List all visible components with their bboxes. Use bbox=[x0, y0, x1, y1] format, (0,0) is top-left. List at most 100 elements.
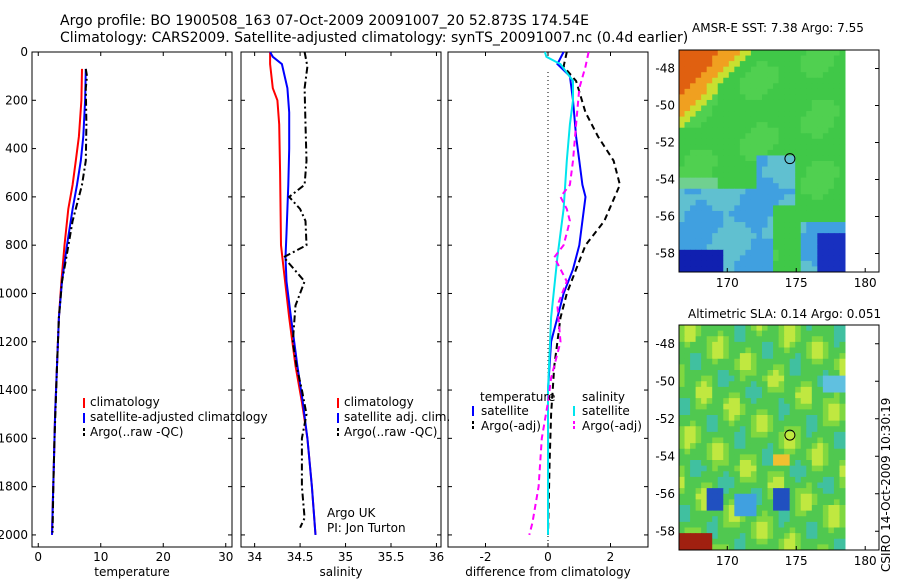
map-cell bbox=[739, 386, 746, 394]
map-cell bbox=[784, 244, 791, 251]
map-cell bbox=[778, 336, 785, 343]
map-cell bbox=[723, 381, 730, 388]
map-cell bbox=[800, 341, 807, 349]
temperature-plot: 0 10 20 30020040060080010001200140016001800… bbox=[0, 45, 233, 579]
map-cell bbox=[750, 205, 757, 212]
map-cell bbox=[734, 510, 741, 517]
map-cell bbox=[695, 465, 702, 472]
map-cell bbox=[839, 199, 846, 206]
map-cell bbox=[806, 244, 813, 251]
map-cell bbox=[701, 88, 708, 95]
map-cell bbox=[795, 325, 802, 332]
map-cell bbox=[800, 255, 807, 262]
map-cell bbox=[767, 426, 774, 433]
map-cell bbox=[800, 210, 807, 217]
map-cell bbox=[723, 177, 730, 184]
map-cell bbox=[684, 420, 691, 427]
map-cell bbox=[795, 133, 802, 140]
legend-group-temperature: temperature bbox=[480, 390, 555, 404]
map-cell bbox=[822, 177, 829, 184]
map-cell bbox=[745, 249, 752, 256]
map-cell bbox=[695, 460, 702, 467]
map-cell bbox=[750, 99, 757, 106]
map-cell bbox=[773, 210, 780, 217]
map-cell bbox=[778, 431, 785, 439]
map-cell bbox=[684, 381, 691, 388]
map-cell bbox=[811, 505, 818, 512]
map-cell bbox=[684, 194, 691, 201]
map-cell bbox=[717, 255, 724, 262]
map-cell bbox=[773, 127, 780, 134]
map-cell bbox=[723, 386, 730, 394]
map-cell bbox=[695, 238, 702, 245]
map-cell bbox=[795, 386, 802, 394]
map-cell bbox=[723, 55, 730, 62]
map-cell bbox=[690, 516, 697, 523]
map-cell bbox=[784, 499, 791, 506]
map-cell bbox=[745, 83, 752, 90]
map-cell bbox=[706, 55, 713, 62]
map-cell bbox=[717, 465, 724, 472]
map-cell bbox=[795, 166, 802, 173]
map-cell bbox=[734, 266, 741, 273]
map-cell bbox=[811, 138, 818, 145]
map-cell bbox=[795, 149, 802, 156]
map-cell bbox=[679, 244, 686, 251]
map-cell bbox=[750, 183, 757, 190]
map-cell bbox=[767, 476, 774, 484]
map-cell bbox=[817, 336, 824, 343]
map-cell bbox=[839, 166, 846, 173]
map-cell bbox=[767, 471, 774, 478]
map-cell bbox=[723, 194, 730, 201]
map-cell bbox=[739, 330, 746, 337]
map-cell bbox=[839, 83, 846, 90]
map-cell bbox=[712, 116, 719, 123]
map-cell bbox=[739, 347, 746, 354]
map-cell bbox=[756, 216, 763, 223]
map-cell bbox=[712, 55, 719, 62]
map-cell bbox=[712, 431, 719, 439]
map-cell bbox=[750, 375, 757, 382]
map-cell bbox=[789, 127, 796, 134]
map-cell bbox=[767, 409, 774, 416]
map-cell bbox=[806, 426, 813, 433]
map-cell bbox=[784, 61, 791, 68]
map-cell bbox=[789, 398, 796, 405]
map-cell bbox=[712, 177, 719, 184]
map-cell bbox=[773, 499, 780, 506]
map-cell bbox=[679, 94, 686, 101]
map-cell bbox=[695, 166, 702, 173]
map-cell bbox=[784, 516, 791, 523]
map-cell bbox=[750, 233, 757, 240]
map-cell bbox=[833, 155, 840, 162]
map-cell bbox=[734, 144, 741, 151]
map-cell bbox=[701, 188, 708, 195]
map-cell bbox=[728, 77, 735, 84]
map-cell bbox=[690, 133, 697, 140]
map-cell bbox=[723, 244, 730, 251]
map-cell bbox=[701, 325, 708, 332]
map-cell bbox=[822, 122, 829, 129]
map-y-tick-label: -54 bbox=[655, 449, 675, 463]
map-cell bbox=[762, 116, 769, 123]
map-cell bbox=[806, 216, 813, 223]
map-cell bbox=[734, 216, 741, 223]
map-cell bbox=[690, 544, 697, 551]
map-cell bbox=[800, 505, 807, 512]
map-cell bbox=[811, 238, 818, 245]
map-cell bbox=[712, 460, 719, 467]
map-cell bbox=[684, 222, 691, 229]
map-cell bbox=[712, 244, 719, 251]
map-cell bbox=[684, 216, 691, 223]
map-cell bbox=[723, 183, 730, 190]
map-cell bbox=[773, 505, 780, 512]
map-cell bbox=[728, 177, 735, 184]
map-y-tick-label: -52 bbox=[655, 136, 675, 150]
map-cell bbox=[811, 105, 818, 112]
map-cell bbox=[745, 493, 752, 500]
map-cell bbox=[817, 188, 824, 195]
map-cell bbox=[756, 105, 763, 112]
map-cell bbox=[806, 516, 813, 523]
map-cell bbox=[822, 155, 829, 162]
legend-temp-argo: Argo(-adj) bbox=[481, 419, 541, 433]
